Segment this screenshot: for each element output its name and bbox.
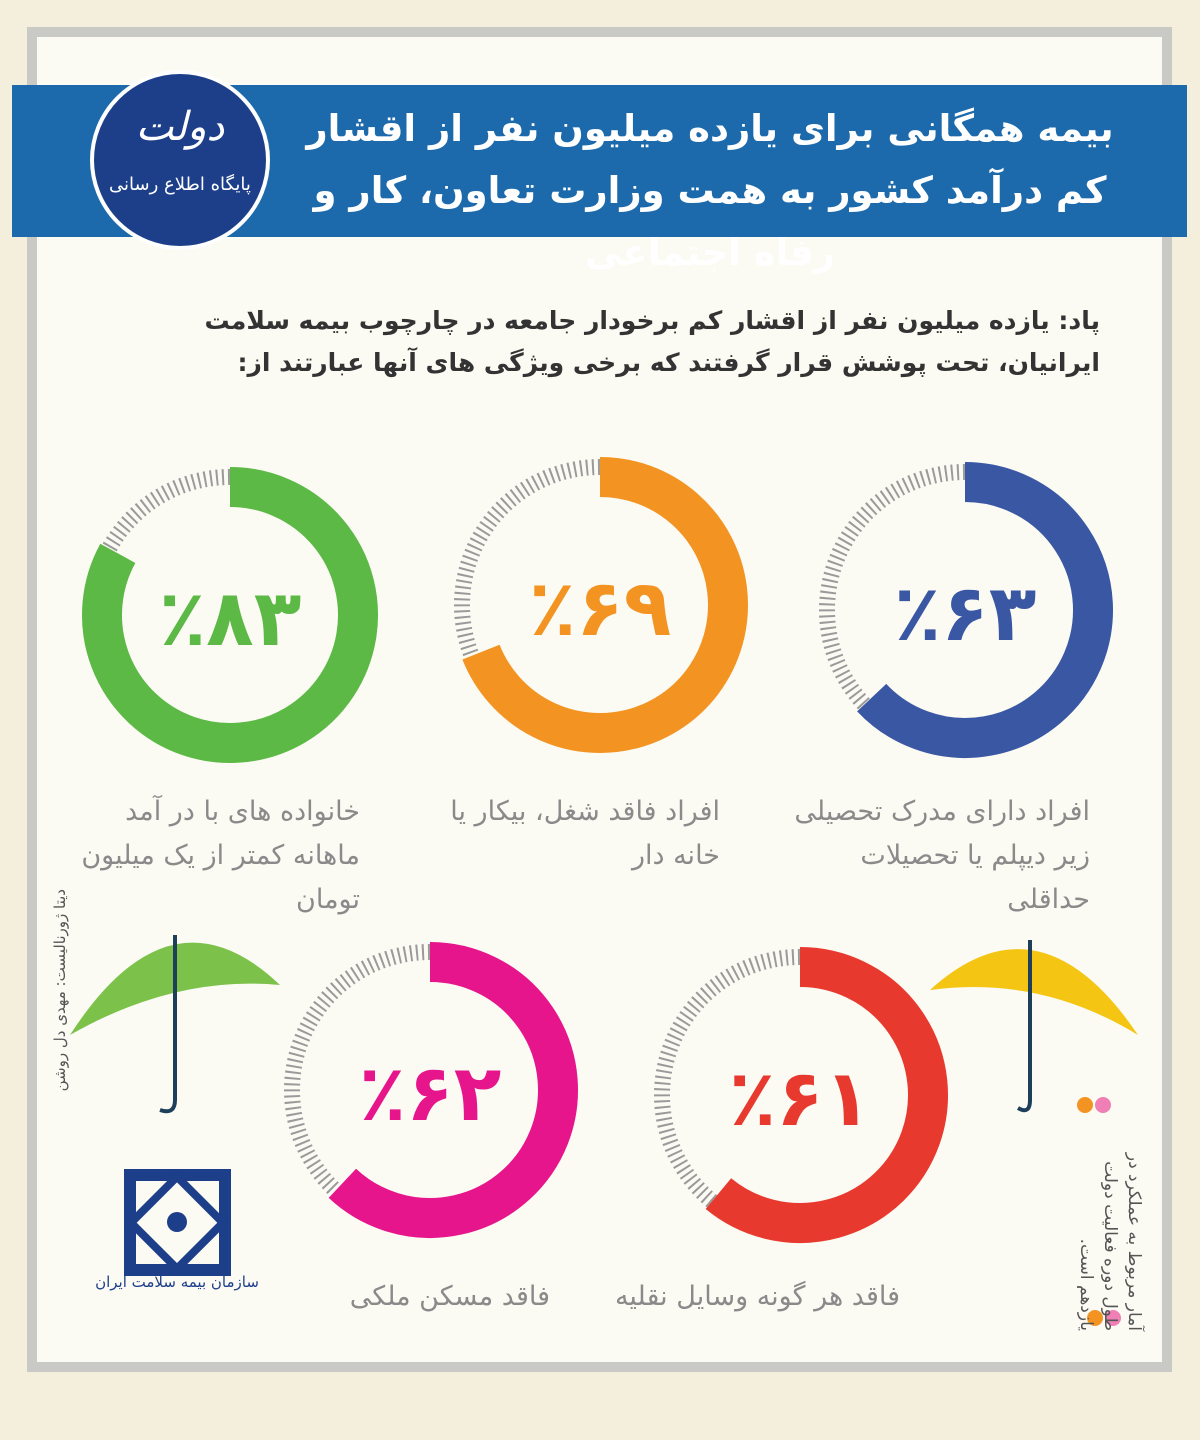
logo-tagline: پایگاه اطلاع رسانی [109, 173, 251, 195]
umbrella-green [70, 935, 280, 1114]
footnote: آمار مربوط به عملکرد در طول دوره فعالیت … [1076, 1152, 1144, 1331]
value-label: ٪۶۱ [729, 1054, 872, 1144]
dot [1077, 1097, 1093, 1113]
value-label: ٪۸۳ [159, 574, 302, 664]
category-label: فاقد مسکن ملکی [349, 1281, 550, 1312]
gauge-arc [705, 947, 948, 1243]
gauge-arc [328, 942, 578, 1238]
value-label: ٪۶۹ [529, 564, 672, 654]
logo-circle [90, 70, 270, 250]
category-label: افراد فاقد شغل، بیکار یا خانه دار [450, 796, 720, 871]
category-label: خانواده های با در آمد ماهانه کمتر از یک … [81, 796, 360, 915]
dot [1095, 1097, 1111, 1113]
gauge-arc [857, 462, 1113, 758]
dot [1105, 1310, 1121, 1326]
logo-name: دولت [136, 104, 225, 150]
subtitle: پاد: یازده میلیون نفر از اقشار کم برخودا… [204, 306, 1100, 377]
gauge-arc [82, 467, 378, 763]
umbrella-yellow [930, 940, 1138, 1113]
org-logo: سازمان بیمه سلامت ایران [95, 1169, 259, 1291]
credit: دیتا ژورنالیست: مهدی دل روشن [51, 889, 69, 1092]
dot [1087, 1310, 1103, 1326]
category-label: فاقد هر گونه وسایل نقلیه [614, 1281, 900, 1312]
panel [27, 27, 1172, 1372]
title: بیمه همگانی برای یازده میلیون نفر از اقش… [306, 107, 1114, 274]
org-name: سازمان بیمه سلامت ایران [95, 1273, 259, 1291]
value-label: ٪۶۳ [894, 569, 1037, 659]
value-label: ٪۶۲ [359, 1049, 502, 1139]
category-label: افراد دارای مدرک تحصیلی زیر دیپلم یا تحص… [794, 796, 1090, 915]
gauge-arc [462, 457, 748, 753]
